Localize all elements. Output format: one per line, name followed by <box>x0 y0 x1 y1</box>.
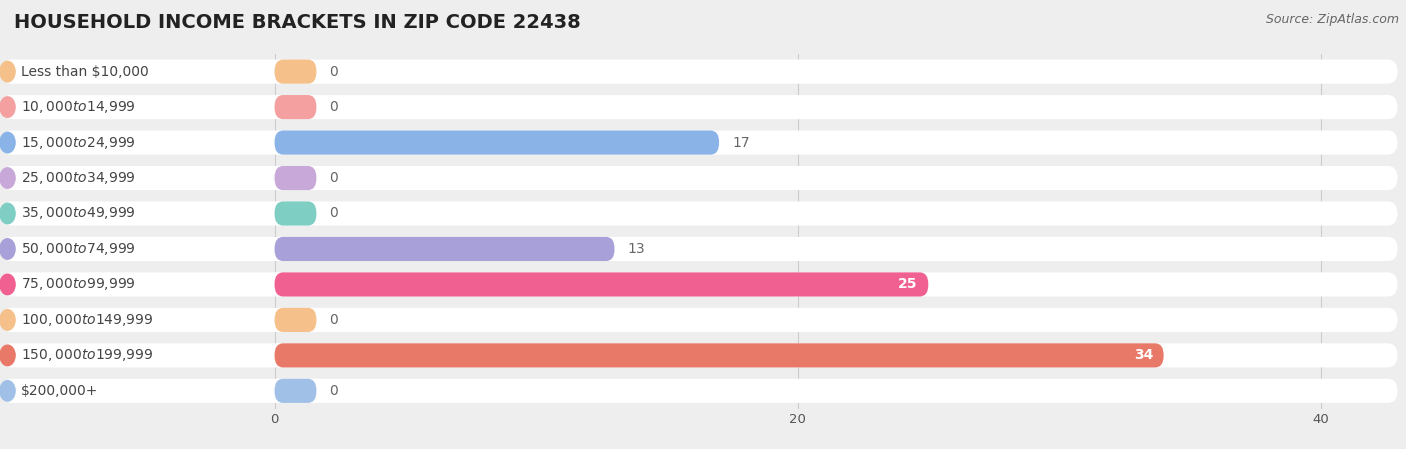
FancyBboxPatch shape <box>1 60 1398 84</box>
Circle shape <box>0 274 15 295</box>
FancyBboxPatch shape <box>274 131 718 154</box>
Text: $10,000 to $14,999: $10,000 to $14,999 <box>21 99 135 115</box>
Text: $25,000 to $34,999: $25,000 to $34,999 <box>21 170 135 186</box>
Text: 0: 0 <box>329 65 339 79</box>
Text: $75,000 to $99,999: $75,000 to $99,999 <box>21 277 135 292</box>
Circle shape <box>0 381 15 401</box>
Circle shape <box>0 97 15 117</box>
Text: $35,000 to $49,999: $35,000 to $49,999 <box>21 206 135 221</box>
FancyBboxPatch shape <box>274 60 316 84</box>
FancyBboxPatch shape <box>1 166 1398 190</box>
Text: 0: 0 <box>329 171 339 185</box>
Text: 0: 0 <box>329 313 339 327</box>
FancyBboxPatch shape <box>274 343 1164 367</box>
Text: 0: 0 <box>329 100 339 114</box>
FancyBboxPatch shape <box>1 379 1398 403</box>
Text: $50,000 to $74,999: $50,000 to $74,999 <box>21 241 135 257</box>
Text: 25: 25 <box>898 277 918 291</box>
FancyBboxPatch shape <box>274 202 316 225</box>
Circle shape <box>0 168 15 188</box>
Text: 0: 0 <box>329 207 339 220</box>
Text: $100,000 to $149,999: $100,000 to $149,999 <box>21 312 153 328</box>
Circle shape <box>0 203 15 224</box>
Text: $200,000+: $200,000+ <box>21 384 98 398</box>
Circle shape <box>0 310 15 330</box>
Circle shape <box>0 239 15 259</box>
FancyBboxPatch shape <box>1 308 1398 332</box>
FancyBboxPatch shape <box>274 308 316 332</box>
FancyBboxPatch shape <box>274 95 316 119</box>
Text: $150,000 to $199,999: $150,000 to $199,999 <box>21 348 153 363</box>
Text: 0: 0 <box>329 384 339 398</box>
FancyBboxPatch shape <box>1 202 1398 225</box>
FancyBboxPatch shape <box>1 343 1398 367</box>
Text: $15,000 to $24,999: $15,000 to $24,999 <box>21 135 135 150</box>
Circle shape <box>0 132 15 153</box>
Text: 34: 34 <box>1133 348 1153 362</box>
Text: 13: 13 <box>627 242 645 256</box>
FancyBboxPatch shape <box>274 166 316 190</box>
FancyBboxPatch shape <box>1 237 1398 261</box>
Text: 17: 17 <box>733 136 749 150</box>
FancyBboxPatch shape <box>274 273 928 296</box>
Text: HOUSEHOLD INCOME BRACKETS IN ZIP CODE 22438: HOUSEHOLD INCOME BRACKETS IN ZIP CODE 22… <box>14 13 581 32</box>
FancyBboxPatch shape <box>274 379 316 403</box>
FancyBboxPatch shape <box>1 273 1398 296</box>
FancyBboxPatch shape <box>274 237 614 261</box>
Circle shape <box>0 62 15 82</box>
FancyBboxPatch shape <box>1 95 1398 119</box>
Text: Source: ZipAtlas.com: Source: ZipAtlas.com <box>1265 13 1399 26</box>
Text: Less than $10,000: Less than $10,000 <box>21 65 149 79</box>
Circle shape <box>0 345 15 365</box>
FancyBboxPatch shape <box>1 131 1398 154</box>
